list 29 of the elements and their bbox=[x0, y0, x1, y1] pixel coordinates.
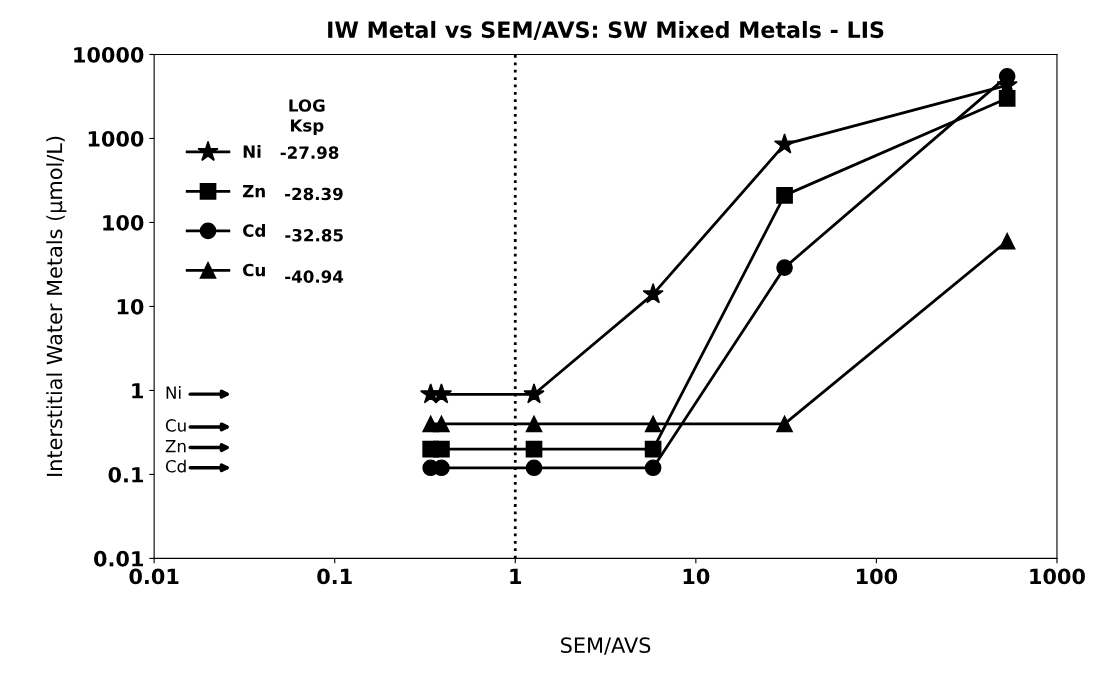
annotation: -27.98 bbox=[280, 146, 339, 159]
y-tick-label: 1000 bbox=[88, 130, 144, 147]
legend-label: Ni bbox=[243, 145, 261, 158]
x-tick-label: 10 bbox=[683, 568, 710, 585]
annotation: -40.94 bbox=[285, 270, 344, 283]
legend-title: LOG Ksp bbox=[289, 99, 325, 135]
x-tick-label: 0.01 bbox=[129, 568, 179, 585]
y-tick-label: 10000 bbox=[74, 46, 144, 63]
x-tick-label: 1 bbox=[510, 568, 522, 584]
annotation: Zn bbox=[165, 440, 186, 453]
annotation: Cd bbox=[165, 459, 186, 473]
annotation: Ni bbox=[166, 386, 181, 399]
annotation: Cu bbox=[165, 419, 186, 432]
y-tick-label: 100 bbox=[103, 214, 144, 231]
legend-label: Cd bbox=[243, 224, 265, 237]
y-tick-label: 10 bbox=[117, 298, 144, 315]
y-tick-label: 0.01 bbox=[94, 550, 143, 567]
y-tick-label: 0.1 bbox=[108, 466, 143, 483]
y-tick-label: 1 bbox=[132, 383, 143, 399]
x-tick-label: 1000 bbox=[1030, 568, 1085, 585]
x-axis-title: SEM/AVS bbox=[561, 637, 651, 655]
x-tick-label: 100 bbox=[857, 568, 898, 585]
legend-label: Cu bbox=[243, 263, 265, 277]
annotation: -32.85 bbox=[285, 228, 343, 242]
y-axis-title: Interstitial Water Metals (µmol/L) bbox=[46, 136, 67, 476]
chart-title: IW Metal vs SEM/AVS: SW Mixed Metals - LIS bbox=[328, 20, 884, 40]
legend-label: Zn bbox=[242, 185, 265, 198]
x-tick-label: 0.1 bbox=[317, 568, 352, 585]
annotation: -28.39 bbox=[285, 187, 343, 201]
